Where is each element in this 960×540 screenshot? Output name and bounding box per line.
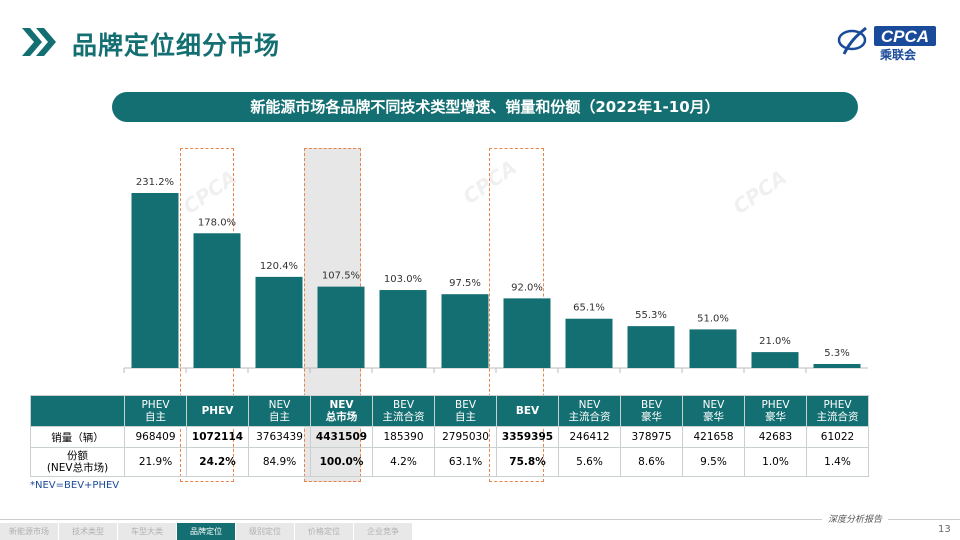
share-cell: 100.0% xyxy=(310,447,373,477)
sales-cell: 61022 xyxy=(806,426,869,448)
share-cell: 8.6% xyxy=(620,447,683,477)
share-cell: 4.2% xyxy=(372,447,435,477)
bar xyxy=(193,233,241,368)
table-row-sales: 销量（辆） 968409 1072114 3763439 4431509 185390 27… xyxy=(30,426,869,448)
sales-cell: 1072114 xyxy=(186,426,249,448)
share-cell: 21.9% xyxy=(124,447,187,477)
logo-subtitle: 乘联会 xyxy=(880,48,917,62)
row-label-sales: 销量（辆） xyxy=(30,426,125,448)
data-table: PHEV 自主 PHEV NEV 自主 NEV 总市场 BEV 主流合资 BEV 自主 BEV NEV 主… xyxy=(30,395,869,477)
nav-tab[interactable]: 企业竞争 xyxy=(354,523,412,540)
bar xyxy=(131,193,179,368)
bar xyxy=(689,329,737,368)
nav-tab[interactable]: 品牌定位 xyxy=(177,523,235,540)
nav-tab[interactable]: 级别定位 xyxy=(236,523,294,540)
sales-cell: 2795030 xyxy=(434,426,497,448)
column-header: NEV 自主 xyxy=(248,395,311,427)
column-header: BEV xyxy=(496,395,559,427)
sales-cell: 378975 xyxy=(620,426,683,448)
bar-chart: 231.2% 178.0% 120.4% 107.5% 103.0% 97.5% 92.0%… xyxy=(123,177,868,373)
column-header: BEV 主流合资 xyxy=(372,395,435,427)
sales-cell: 3359395 xyxy=(496,426,559,448)
column-header: NEV 总市场 xyxy=(310,395,373,427)
share-cell: 1.4% xyxy=(806,447,869,477)
bar xyxy=(813,363,861,368)
table-row-share: 份额 (NEV总市场) 21.9% 24.2% 84.9% 100.0% 4.2% 63.1%… xyxy=(30,447,869,477)
share-cell: 63.1% xyxy=(434,447,497,477)
table-header-row: PHEV 自主 PHEV NEV 自主 NEV 总市场 BEV 主流合资 BEV 自主 BEV NEV 主… xyxy=(30,395,869,427)
sales-cell: 968409 xyxy=(124,426,187,448)
nav-tab[interactable]: 新能源市场 xyxy=(0,523,58,540)
data-label: 231.2% xyxy=(136,177,174,188)
bar xyxy=(441,294,489,368)
header: 品牌定位细分市场 CPCA 乘联会 xyxy=(0,0,960,80)
footer-divider xyxy=(0,519,960,520)
data-label: 107.5% xyxy=(322,271,360,282)
column-header: PHEV 自主 xyxy=(124,395,187,427)
column-header: BEV 自主 xyxy=(434,395,497,427)
cpca-logo: CPCA xyxy=(837,26,936,55)
sales-cell: 4431509 xyxy=(310,426,373,448)
sales-cell: 246412 xyxy=(558,426,621,448)
bar xyxy=(379,290,427,368)
share-cell: 24.2% xyxy=(186,447,249,477)
bar xyxy=(627,326,675,368)
bar xyxy=(751,352,799,368)
share-cell: 84.9% xyxy=(248,447,311,477)
data-label: 55.3% xyxy=(635,310,667,321)
data-label: 65.1% xyxy=(573,303,605,314)
share-cell: 5.6% xyxy=(558,447,621,477)
data-label: 97.5% xyxy=(449,278,481,289)
column-header: PHEV 豪华 xyxy=(744,395,807,427)
chart-banner: 新能源市场各品牌不同技术类型增速、销量和份额（2022年1-10月） xyxy=(112,92,858,122)
column-header: NEV 主流合资 xyxy=(558,395,621,427)
footer-tag: 深度分析报告 xyxy=(822,512,889,525)
sales-cell: 185390 xyxy=(372,426,435,448)
column-header: NEV 豪华 xyxy=(682,395,745,427)
section-nav: 新能源市场 技术类型 车型大类 品牌定位 级别定位 价格定位 企业竞争 xyxy=(0,523,413,540)
share-cell: 1.0% xyxy=(744,447,807,477)
table-corner-cell xyxy=(30,395,125,427)
chevron-right-icon xyxy=(22,28,56,56)
share-cell: 75.8% xyxy=(496,447,559,477)
data-label: 178.0% xyxy=(198,217,236,228)
bar xyxy=(503,298,551,368)
data-label: 120.4% xyxy=(260,261,298,272)
bar xyxy=(317,286,365,368)
row-label-share: 份额 (NEV总市场) xyxy=(30,447,125,477)
page-title: 品牌定位细分市场 xyxy=(72,31,281,60)
data-label: 5.3% xyxy=(824,348,849,359)
bar xyxy=(255,276,303,368)
nav-tab[interactable]: 车型大类 xyxy=(118,523,176,540)
column-header: PHEV xyxy=(186,395,249,427)
sales-cell: 421658 xyxy=(682,426,745,448)
logo-text: CPCA xyxy=(881,27,929,46)
data-label: 21.0% xyxy=(759,336,791,347)
bar xyxy=(565,318,613,368)
nav-tab[interactable]: 技术类型 xyxy=(59,523,117,540)
sales-cell: 3763439 xyxy=(248,426,311,448)
share-cell: 9.5% xyxy=(682,447,745,477)
column-header: BEV 豪华 xyxy=(620,395,683,427)
page-number: 13 xyxy=(938,524,951,535)
footnote: *NEV=BEV+PHEV xyxy=(30,480,120,491)
column-header: PHEV 主流合资 xyxy=(806,395,869,427)
nav-tab[interactable]: 价格定位 xyxy=(295,523,353,540)
sales-cell: 42683 xyxy=(744,426,807,448)
data-label: 103.0% xyxy=(384,274,422,285)
data-label: 51.0% xyxy=(697,313,729,324)
data-label: 92.0% xyxy=(511,282,543,293)
